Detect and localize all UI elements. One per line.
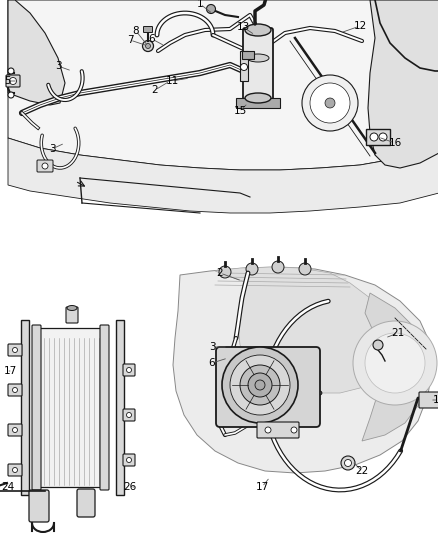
Circle shape <box>254 380 265 390</box>
FancyBboxPatch shape <box>215 347 319 427</box>
Text: 8: 8 <box>132 26 139 36</box>
FancyBboxPatch shape <box>29 490 49 522</box>
FancyBboxPatch shape <box>100 325 109 490</box>
Polygon shape <box>8 0 65 105</box>
Polygon shape <box>367 0 438 168</box>
Text: 15: 15 <box>233 106 246 116</box>
Circle shape <box>12 467 18 472</box>
Circle shape <box>12 387 18 392</box>
FancyBboxPatch shape <box>241 51 254 59</box>
Circle shape <box>126 367 131 373</box>
FancyBboxPatch shape <box>240 51 247 81</box>
Polygon shape <box>173 267 431 473</box>
Circle shape <box>298 263 310 275</box>
Circle shape <box>12 427 18 432</box>
Text: 18: 18 <box>431 395 438 405</box>
Ellipse shape <box>67 305 77 311</box>
Circle shape <box>240 365 279 405</box>
Polygon shape <box>8 0 438 170</box>
Text: 17: 17 <box>255 482 268 492</box>
Text: 13: 13 <box>236 22 249 32</box>
Text: 1: 1 <box>196 0 203 9</box>
FancyBboxPatch shape <box>21 320 29 495</box>
Circle shape <box>240 63 247 70</box>
FancyBboxPatch shape <box>66 307 78 323</box>
FancyBboxPatch shape <box>123 454 135 466</box>
Text: 22: 22 <box>355 466 368 476</box>
FancyBboxPatch shape <box>77 489 95 517</box>
Text: 3: 3 <box>55 61 61 71</box>
Text: 2: 2 <box>216 268 223 278</box>
FancyBboxPatch shape <box>116 320 124 495</box>
Circle shape <box>344 459 351 466</box>
Circle shape <box>369 133 377 141</box>
Circle shape <box>272 261 283 273</box>
Text: 24: 24 <box>1 482 14 492</box>
Circle shape <box>352 321 436 405</box>
Circle shape <box>265 427 270 433</box>
Circle shape <box>10 77 17 85</box>
Circle shape <box>126 457 131 463</box>
FancyBboxPatch shape <box>32 325 41 490</box>
FancyBboxPatch shape <box>6 75 20 87</box>
Circle shape <box>230 355 290 415</box>
Circle shape <box>222 347 297 423</box>
Circle shape <box>142 41 153 52</box>
Ellipse shape <box>244 24 270 36</box>
Text: 6: 6 <box>208 358 215 368</box>
FancyBboxPatch shape <box>123 409 135 421</box>
Circle shape <box>290 427 297 433</box>
Text: 2: 2 <box>152 85 158 95</box>
FancyBboxPatch shape <box>365 129 389 145</box>
Circle shape <box>245 263 258 275</box>
Circle shape <box>145 44 150 49</box>
Circle shape <box>247 373 272 397</box>
Text: 6: 6 <box>148 34 155 44</box>
FancyBboxPatch shape <box>236 98 279 108</box>
Circle shape <box>372 340 382 350</box>
FancyBboxPatch shape <box>418 392 438 408</box>
Circle shape <box>378 133 386 141</box>
FancyBboxPatch shape <box>8 424 22 436</box>
Text: 7: 7 <box>127 35 133 45</box>
Circle shape <box>8 92 14 98</box>
Circle shape <box>324 98 334 108</box>
Polygon shape <box>215 267 389 393</box>
Text: 21: 21 <box>391 328 404 338</box>
FancyBboxPatch shape <box>8 344 22 356</box>
Text: 12: 12 <box>353 21 366 31</box>
Text: 3: 3 <box>208 342 215 352</box>
Text: 16: 16 <box>388 138 401 148</box>
Polygon shape <box>361 293 429 441</box>
Text: 5: 5 <box>5 76 11 86</box>
FancyBboxPatch shape <box>35 328 106 487</box>
Circle shape <box>364 333 424 393</box>
FancyBboxPatch shape <box>143 27 152 33</box>
Ellipse shape <box>247 54 268 62</box>
Circle shape <box>8 68 14 74</box>
Circle shape <box>309 83 349 123</box>
Text: 17: 17 <box>4 366 17 376</box>
Circle shape <box>301 75 357 131</box>
Circle shape <box>340 456 354 470</box>
FancyBboxPatch shape <box>8 384 22 396</box>
Circle shape <box>219 266 230 278</box>
Text: 11: 11 <box>165 76 178 86</box>
Text: 26: 26 <box>123 482 136 492</box>
Circle shape <box>126 413 131 417</box>
Text: 3: 3 <box>49 144 55 154</box>
Circle shape <box>206 4 215 13</box>
FancyBboxPatch shape <box>37 160 53 172</box>
FancyBboxPatch shape <box>243 28 272 100</box>
Polygon shape <box>8 138 438 213</box>
FancyBboxPatch shape <box>123 364 135 376</box>
Circle shape <box>42 163 48 169</box>
Circle shape <box>12 348 18 352</box>
Ellipse shape <box>244 93 270 103</box>
FancyBboxPatch shape <box>256 422 298 438</box>
FancyBboxPatch shape <box>8 464 22 476</box>
